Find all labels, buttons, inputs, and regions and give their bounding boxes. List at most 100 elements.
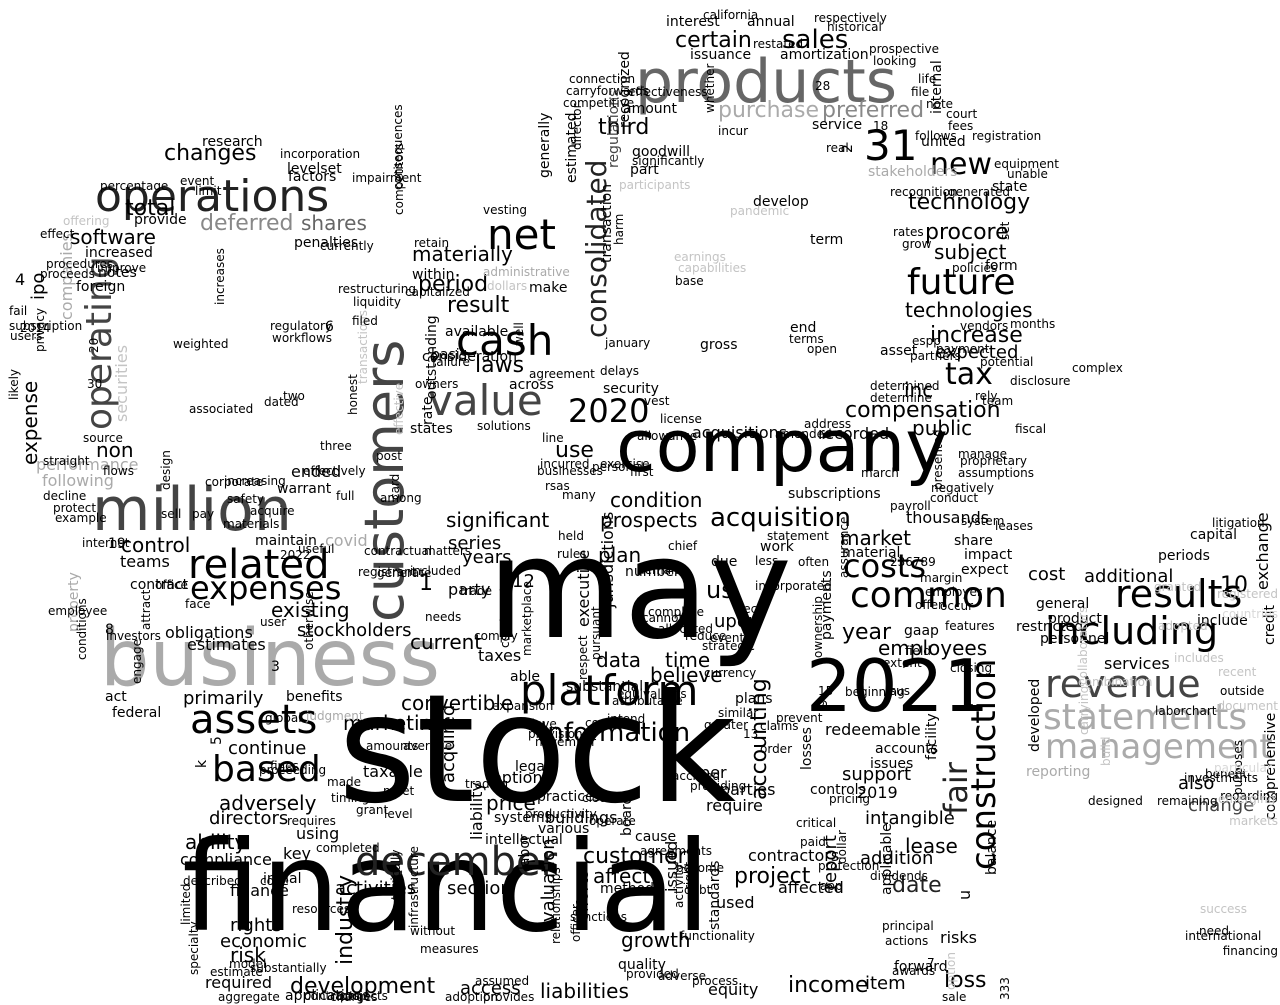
word-respect: respect bbox=[576, 635, 590, 680]
word-court: court bbox=[946, 107, 978, 121]
word-equipment: equipment bbox=[994, 157, 1059, 171]
word-incorporation: incorporation bbox=[280, 147, 361, 161]
word-expected: expected bbox=[935, 342, 1019, 363]
word-annual: annual bbox=[747, 14, 795, 30]
word-real: real bbox=[826, 141, 849, 155]
word-net: net bbox=[487, 210, 556, 259]
word-term: term bbox=[810, 232, 844, 248]
word-quality: quality bbox=[618, 957, 666, 973]
word-teams: teams bbox=[120, 552, 170, 571]
word-harm: harm bbox=[612, 213, 626, 245]
word-address: address bbox=[804, 417, 852, 431]
word-dollar: dollar bbox=[835, 830, 849, 864]
word-international: international bbox=[1185, 929, 1262, 943]
word-price: price bbox=[486, 791, 536, 815]
word-proprietary: proprietary bbox=[960, 454, 1027, 468]
word-software: software bbox=[70, 225, 156, 249]
word-looking: looking bbox=[873, 54, 917, 68]
word-time: time bbox=[665, 648, 711, 672]
word-infrastructure: infrastructure bbox=[407, 846, 421, 928]
word-sanctions: sanctions bbox=[570, 910, 628, 924]
word-filed: filed bbox=[352, 314, 378, 328]
word-board: board bbox=[619, 795, 635, 836]
word-investments: investments bbox=[1184, 771, 1259, 785]
word-2019: 2019 bbox=[857, 783, 898, 802]
word-form: form bbox=[985, 258, 1018, 274]
word-debt: debt bbox=[684, 883, 712, 897]
word-sec: sec bbox=[737, 602, 758, 616]
word-marketplace: marketplace bbox=[520, 581, 534, 656]
word-similar: similar bbox=[718, 706, 759, 720]
word-critical: critical bbox=[796, 816, 837, 830]
word-presented: presented bbox=[931, 429, 945, 490]
word-increases: increases bbox=[213, 248, 227, 305]
word-data: data bbox=[596, 648, 642, 672]
word-generated: generated bbox=[948, 185, 1010, 199]
word-agreement: agreement bbox=[529, 367, 595, 381]
word-success: success bbox=[1200, 902, 1247, 916]
word-judgment: judgment bbox=[306, 709, 364, 723]
word-contractors: contractors bbox=[748, 846, 840, 865]
word-united: united bbox=[921, 134, 966, 150]
word-contractual: contractual bbox=[364, 544, 433, 558]
word-access: access bbox=[460, 978, 521, 999]
word-intellectual: intellectual bbox=[485, 832, 563, 848]
word-additional: additional bbox=[1084, 566, 1174, 587]
word-product: product bbox=[1048, 611, 1102, 627]
word-remaining: remaining bbox=[1157, 794, 1218, 808]
word-stakeholders: stakeholders bbox=[868, 164, 958, 180]
word-significantly: significantly bbox=[632, 154, 705, 168]
word-plan: plan bbox=[598, 543, 642, 567]
word-impairment: impairment bbox=[352, 171, 422, 185]
word-stock: stock bbox=[338, 663, 737, 837]
word-solutions: solutions bbox=[477, 419, 531, 433]
word-relationships: relationships bbox=[549, 867, 563, 944]
word-amortization: amortization bbox=[780, 47, 869, 63]
word-shares: shares bbox=[301, 211, 367, 235]
word-act: act bbox=[105, 689, 127, 705]
word-rsas: rsas bbox=[545, 479, 570, 493]
word-markets: markets bbox=[1229, 814, 1278, 828]
word-consideration: consideration bbox=[422, 349, 517, 365]
word-due: due bbox=[711, 554, 738, 570]
word-months: months bbox=[1010, 317, 1056, 331]
word-administrative: administrative bbox=[483, 265, 570, 279]
word-results: results bbox=[1115, 572, 1243, 616]
word-lease: lease bbox=[905, 834, 958, 858]
word-costs: costs bbox=[843, 547, 927, 585]
word-make: make bbox=[529, 280, 568, 296]
word-procedures: procedures bbox=[46, 257, 114, 271]
word-thousands: thousands bbox=[906, 508, 990, 527]
word-state: state bbox=[992, 179, 1028, 195]
word-determine: determine bbox=[870, 391, 932, 405]
word-result: result bbox=[447, 293, 510, 318]
word-measures: measures bbox=[420, 942, 479, 956]
word-earnings: earnings bbox=[674, 250, 726, 264]
word-field: field bbox=[905, 644, 931, 658]
word-safety: safety bbox=[227, 492, 265, 506]
word-intend: intend bbox=[607, 712, 646, 726]
word-otherwise: otherwise bbox=[302, 591, 316, 650]
word-risks: risks bbox=[940, 928, 977, 947]
word-connection: connection bbox=[569, 72, 636, 86]
word-often: often bbox=[798, 555, 830, 569]
word-control: control bbox=[121, 533, 191, 557]
word-complete: complete bbox=[648, 605, 705, 619]
word-project: project bbox=[734, 864, 811, 889]
word-affected: affected bbox=[778, 878, 844, 897]
word-penalties: penalties bbox=[294, 235, 359, 251]
word-greater: greater bbox=[704, 718, 749, 732]
word-taxable: taxable bbox=[363, 762, 423, 781]
word-initial: initial bbox=[263, 871, 302, 887]
word-corporate: corporate bbox=[205, 475, 264, 489]
word-payroll: payroll bbox=[890, 499, 931, 513]
word-condition: condition bbox=[610, 488, 703, 512]
word-subscriptions: subscriptions bbox=[788, 486, 881, 502]
word-specialty: specialty bbox=[187, 921, 201, 975]
word-capital: capital bbox=[1190, 527, 1238, 543]
word-use: use bbox=[555, 438, 594, 463]
word-liquidity: liquidity bbox=[353, 295, 401, 309]
word-primarily: primarily bbox=[183, 688, 264, 709]
word-less: less bbox=[755, 554, 779, 568]
word-liabilities: liabilities bbox=[540, 979, 629, 1003]
